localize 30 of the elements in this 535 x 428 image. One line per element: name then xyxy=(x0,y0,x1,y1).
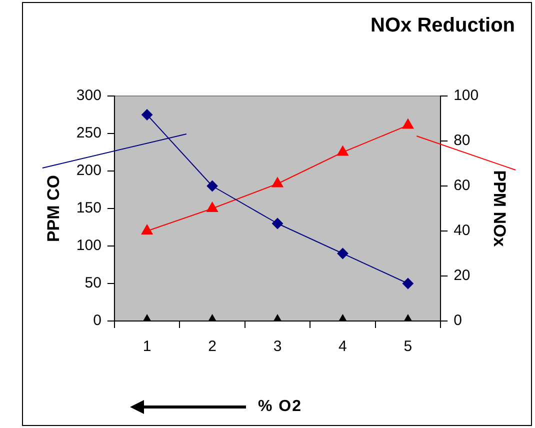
y2-tick-label: 80 xyxy=(454,132,470,150)
y-tick-label: 250 xyxy=(76,124,102,142)
x-axis-title: % O2 xyxy=(258,398,302,416)
y-tick-label: 50 xyxy=(84,274,102,292)
point xyxy=(337,248,348,259)
x-tick-label: 4 xyxy=(338,338,347,356)
point xyxy=(141,224,153,234)
y2-axis-title: PPM NOx xyxy=(490,170,510,248)
y-tick-label: 0 xyxy=(93,312,102,330)
y-tick-label: 300 xyxy=(76,87,102,104)
y2-tick-label: 20 xyxy=(454,267,470,284)
point xyxy=(337,146,348,156)
x-tick-label: 2 xyxy=(208,338,216,356)
y-tick-label: 200 xyxy=(76,162,102,180)
point xyxy=(206,180,218,192)
point xyxy=(272,177,284,188)
y-tick-label: 100 xyxy=(76,237,102,254)
y2-tick-label: 100 xyxy=(454,87,479,104)
y2-tick-label: 40 xyxy=(454,222,470,240)
point xyxy=(402,118,414,129)
point xyxy=(206,202,218,212)
x-tick-label: 3 xyxy=(273,338,282,356)
y2-tick-label: 60 xyxy=(454,177,470,194)
x-tick-label: 5 xyxy=(404,338,412,356)
y2-tick-label: 0 xyxy=(454,312,462,330)
point xyxy=(272,218,283,229)
y-axis-title: PPM CO xyxy=(44,174,63,242)
chart-title: NOx Reduction xyxy=(370,14,515,37)
y-tick-label: 150 xyxy=(76,200,102,217)
x-tick-label: 1 xyxy=(142,338,152,356)
